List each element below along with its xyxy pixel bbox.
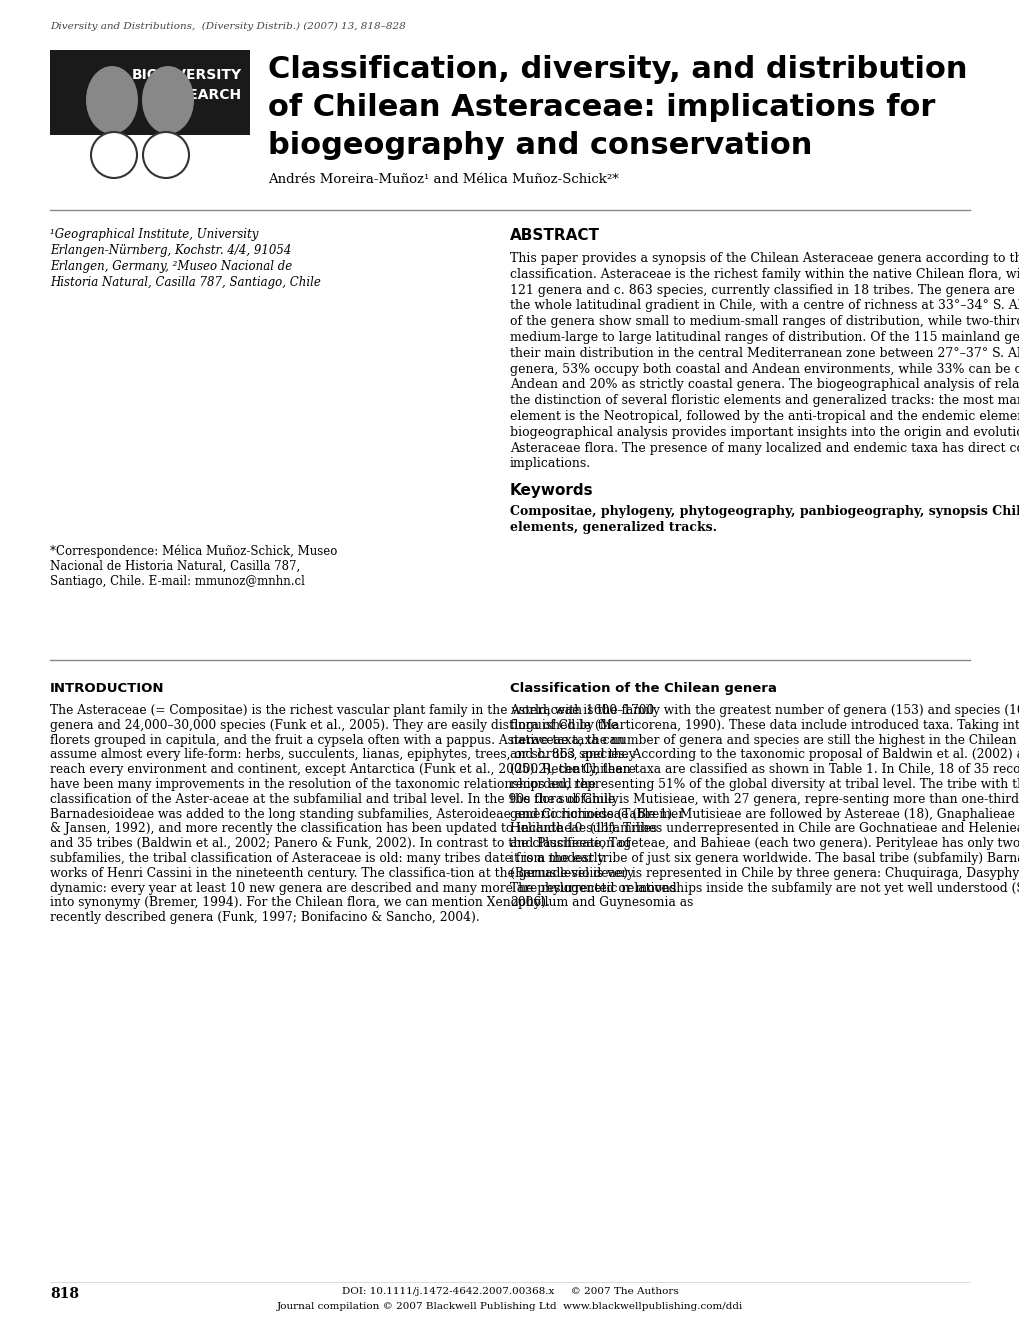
- Ellipse shape: [91, 133, 137, 178]
- Text: classification. Asteraceae is the richest family within the native Chilean flora: classification. Asteraceae is the riches…: [510, 268, 1019, 281]
- Text: of Chilean Asteraceae: implications for: of Chilean Asteraceae: implications for: [268, 92, 934, 122]
- Text: INTRODUCTION: INTRODUCTION: [50, 682, 164, 695]
- Text: Erlangen, Germany, ²Museo Nacional de: Erlangen, Germany, ²Museo Nacional de: [50, 260, 292, 273]
- Ellipse shape: [86, 66, 138, 134]
- Text: Journal compilation © 2007 Blackwell Publishing Ltd  www.blackwellpublishing.com: Journal compilation © 2007 Blackwell Pub…: [276, 1302, 743, 1311]
- Text: dynamic: every year at least 10 new genera are described and many more are resur: dynamic: every year at least 10 new gene…: [50, 882, 676, 895]
- Text: recently described genera (Funk, 1997; Bonifacino & Sancho, 2004).: recently described genera (Funk, 1997; B…: [50, 911, 479, 925]
- Text: reach every environment and continent, except Antarctica (Funk et al., 2005). Re: reach every environment and continent, e…: [50, 764, 635, 776]
- Text: it is a modest tribe of just six genera worldwide. The basal tribe (subfamily) B: it is a modest tribe of just six genera …: [510, 852, 1019, 866]
- Text: The Asteraceae (= Compositae) is the richest vascular plant family in the world,: The Asteraceae (= Compositae) is the ric…: [50, 704, 653, 717]
- Text: recorded, representing 51% of the global diversity at tribal level. The tribe wi: recorded, representing 51% of the global…: [510, 779, 1019, 791]
- Text: Classification, diversity, and distribution: Classification, diversity, and distribut…: [268, 55, 967, 84]
- Text: elements, generalized tracks.: elements, generalized tracks.: [510, 521, 716, 535]
- Text: 2006).: 2006).: [510, 896, 549, 910]
- Text: The phylogenetic relationships inside the subfamily are not yet well understood : The phylogenetic relationships inside th…: [510, 882, 1019, 895]
- Text: generic richness (Table 1). Mutisieae are followed by Astereae (18), Gnaphalieae: generic richness (Table 1). Mutisieae ar…: [510, 808, 1019, 820]
- Text: genera, 53% occupy both coastal and Andean environments, while 33% can be consid: genera, 53% occupy both coastal and Ande…: [510, 363, 1019, 375]
- Text: 121 genera and c. 863 species, currently classified in 18 tribes. The genera are: 121 genera and c. 863 species, currently…: [510, 284, 1019, 296]
- Text: Heliantheae (11). Tribes underrepresented in Chile are Gochnatieae and Helenieae: Heliantheae (11). Tribes underrepresente…: [510, 823, 1019, 835]
- Text: and c. 863 species. According to the taxonomic proposal of Baldwin et al. (2002): and c. 863 species. According to the tax…: [510, 749, 1019, 761]
- Text: implications.: implications.: [510, 457, 591, 470]
- Text: biogeographical analysis provides important insights into the origin and evoluti: biogeographical analysis provides import…: [510, 426, 1019, 438]
- Text: Asteraceae flora. The presence of many localized and endemic taxa has direct con: Asteraceae flora. The presence of many l…: [510, 442, 1019, 454]
- Text: BIODIVERSITY: BIODIVERSITY: [131, 68, 242, 82]
- Text: & Jansen, 1992), and more recently the classification has been updated to includ: & Jansen, 1992), and more recently the c…: [50, 823, 656, 835]
- Text: Compositae, phylogeny, phytogeography, panbiogeography, synopsis Chilean flora, : Compositae, phylogeny, phytogeography, p…: [510, 505, 1019, 519]
- Text: classification of the Aster-aceae at the subfamilial and tribal level. In the 90: classification of the Aster-aceae at the…: [50, 793, 619, 805]
- Text: have been many improvements in the resolution of the taxonomic relationships and: have been many improvements in the resol…: [50, 779, 595, 791]
- Text: Barnadesioideae was added to the long standing subfamilies, Asteroideae and Cich: Barnadesioideae was added to the long st…: [50, 808, 684, 820]
- Text: medium-large to large latitudinal ranges of distribution. Of the 115 mainland ge: medium-large to large latitudinal ranges…: [510, 331, 1019, 344]
- Text: Keywords: Keywords: [510, 484, 593, 498]
- Text: ¹Geographical Institute, University: ¹Geographical Institute, University: [50, 228, 258, 241]
- Text: works of Henri Cassini in the nineteenth century. The classifica-tion at the gen: works of Henri Cassini in the nineteenth…: [50, 867, 634, 880]
- Text: ABSTRACT: ABSTRACT: [510, 228, 599, 243]
- Text: of the genera show small to medium-small ranges of distribution, while two-third: of the genera show small to medium-small…: [510, 315, 1019, 328]
- Text: subfamilies, the tribal classification of Asteraceae is old: many tribes date fr: subfamilies, the tribal classification o…: [50, 852, 604, 866]
- Text: RESEARCH: RESEARCH: [159, 88, 242, 102]
- Ellipse shape: [143, 133, 189, 178]
- Text: Erlangen-Nürnberg, Kochstr. 4/4, 91054: Erlangen-Nürnberg, Kochstr. 4/4, 91054: [50, 244, 291, 257]
- Text: their main distribution in the central Mediterranean zone between 27°–37° S. Als: their main distribution in the central M…: [510, 347, 1019, 360]
- Text: element is the Neotropical, followed by the anti-tropical and the endemic elemen: element is the Neotropical, followed by …: [510, 410, 1019, 423]
- Text: the whole latitudinal gradient in Chile, with a centre of richness at 33°–34° S.: the whole latitudinal gradient in Chile,…: [510, 299, 1019, 312]
- Text: Classification of the Chilean genera: Classification of the Chilean genera: [510, 682, 776, 695]
- Text: Historia Natural, Casilla 787, Santiago, Chile: Historia Natural, Casilla 787, Santiago,…: [50, 276, 321, 289]
- Text: into synonymy (Bremer, 1994). For the Chilean flora, we can mention Xenophyllum : into synonymy (Bremer, 1994). For the Ch…: [50, 896, 693, 910]
- Text: and Plucheeae, Tageteae, and Bahieae (each two genera). Perityleae has only two : and Plucheeae, Tageteae, and Bahieae (ea…: [510, 838, 1019, 850]
- Text: Andrés Moreira-Muñoz¹ and Mélica Muñoz-Schick²*: Andrés Moreira-Muñoz¹ and Mélica Muñoz-S…: [268, 173, 619, 186]
- Text: biogeography and conservation: biogeography and conservation: [268, 131, 811, 159]
- Text: Asteraceae is the family with the greatest number of genera (153) and species (1: Asteraceae is the family with the greate…: [510, 704, 1019, 717]
- Text: and 35 tribes (Baldwin et al., 2002; Panero & Funk, 2002). In contrast to the cl: and 35 tribes (Baldwin et al., 2002; Pan…: [50, 838, 630, 850]
- Text: Diversity and Distributions,  (Diversity Distrib.) (2007) 13, 818–828: Diversity and Distributions, (Diversity …: [50, 21, 406, 31]
- FancyBboxPatch shape: [50, 50, 250, 135]
- Text: Santiago, Chile. E-mail: mmunoz@mnhn.cl: Santiago, Chile. E-mail: mmunoz@mnhn.cl: [50, 575, 305, 588]
- Text: native taxa, the number of genera and species are still the highest in the Chile: native taxa, the number of genera and sp…: [510, 733, 1019, 746]
- Text: Andean and 20% as strictly coastal genera. The biogeographical analysis of relat: Andean and 20% as strictly coastal gener…: [510, 378, 1019, 391]
- Text: 818: 818: [50, 1286, 78, 1301]
- Text: (Barnade-sioideae) is represented in Chile by three genera: Chuquiraga, Dasyphyl: (Barnade-sioideae) is represented in Chi…: [510, 867, 1019, 880]
- Text: assume almost every life-form: herbs, succulents, lianas, epiphytes, trees, or s: assume almost every life-form: herbs, su…: [50, 749, 635, 761]
- Text: This paper provides a synopsis of the Chilean Asteraceae genera according to the: This paper provides a synopsis of the Ch…: [510, 252, 1019, 265]
- Text: genera and 24,000–30,000 species (Funk et al., 2005). They are easily distinguis: genera and 24,000–30,000 species (Funk e…: [50, 718, 618, 732]
- Text: the flora of Chile is Mutisieae, with 27 genera, repre-senting more than one-thi: the flora of Chile is Mutisieae, with 27…: [510, 793, 1019, 805]
- Ellipse shape: [142, 66, 194, 134]
- Text: Nacional de Historia Natural, Casilla 787,: Nacional de Historia Natural, Casilla 78…: [50, 560, 300, 574]
- Text: the distinction of several floristic elements and generalized tracks: the most m: the distinction of several floristic ele…: [510, 394, 1019, 407]
- Text: *Correspondence: Mélica Muñoz-Schick, Museo: *Correspondence: Mélica Muñoz-Schick, Mu…: [50, 545, 337, 559]
- Text: (2002), the Chilean taxa are classified as shown in Table 1. In Chile, 18 of 35 : (2002), the Chilean taxa are classified …: [510, 764, 1019, 776]
- Text: flora of Chile (Marticorena, 1990). These data include introduced taxa. Taking i: flora of Chile (Marticorena, 1990). Thes…: [510, 718, 1019, 732]
- Text: florets grouped in capitula, and the fruit a cypsela often with a pappus. Astera: florets grouped in capitula, and the fru…: [50, 733, 625, 746]
- Text: DOI: 10.1111/j.1472-4642.2007.00368.x     © 2007 The Authors: DOI: 10.1111/j.1472-4642.2007.00368.x © …: [341, 1286, 678, 1296]
